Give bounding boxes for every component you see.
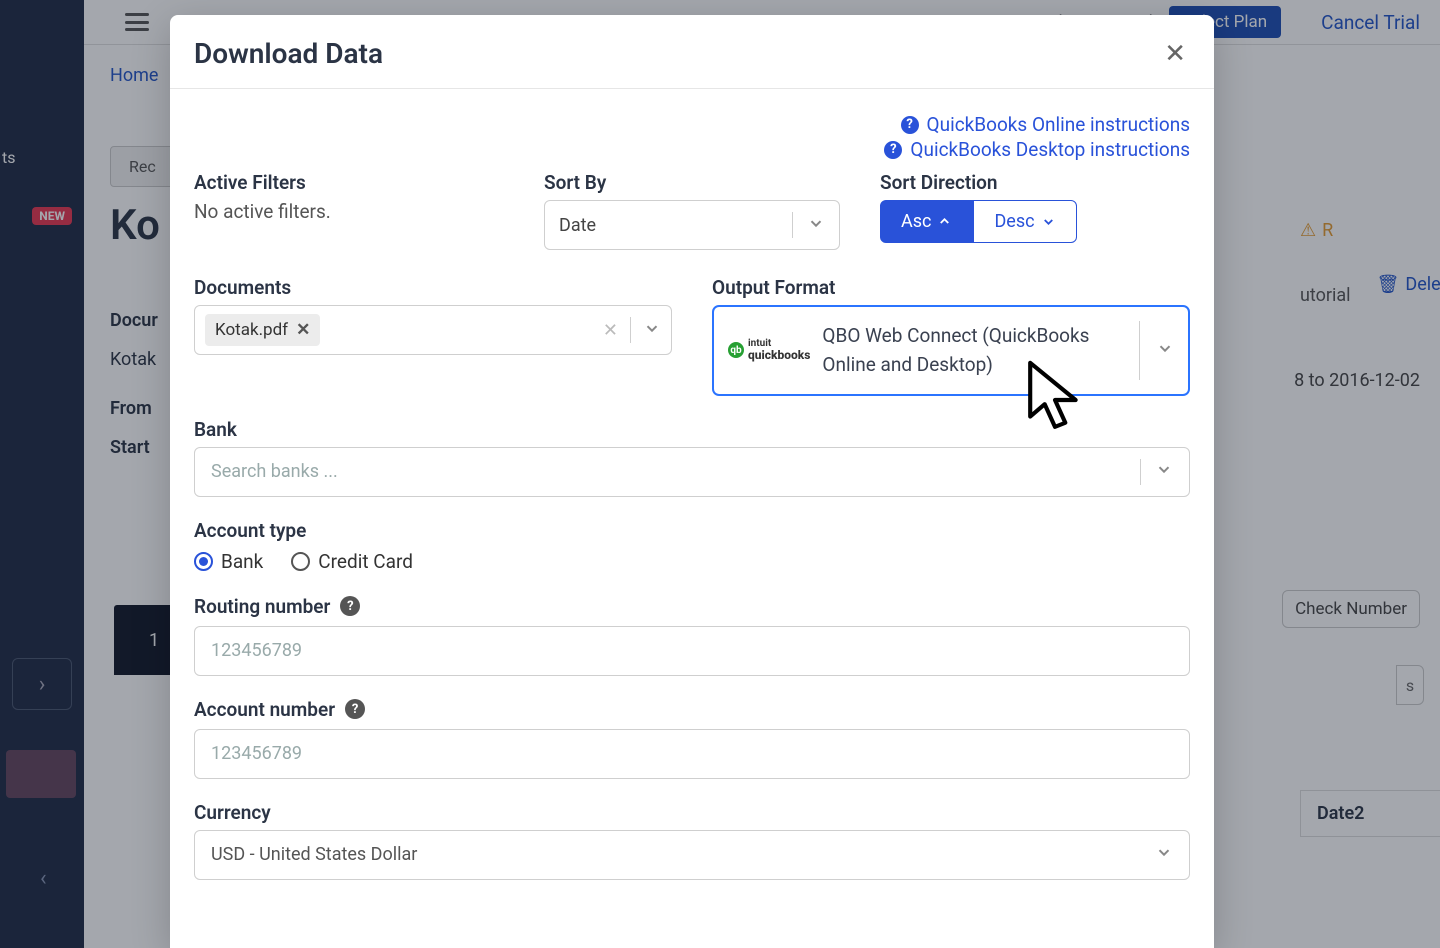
divider bbox=[630, 317, 631, 343]
help-icon[interactable]: ? bbox=[345, 699, 365, 719]
account-number-label: Account number bbox=[194, 698, 335, 721]
chevron-down-icon bbox=[1156, 339, 1174, 361]
currency-select[interactable]: USD - United States Dollar bbox=[194, 830, 1190, 880]
link-text: QuickBooks Online instructions bbox=[927, 113, 1190, 136]
sort-by-value: Date bbox=[559, 215, 596, 236]
active-filters-value: No active filters. bbox=[194, 200, 504, 223]
radio-label: Credit Card bbox=[318, 550, 413, 573]
sort-by-select[interactable]: Date bbox=[544, 200, 840, 250]
modal-title: Download Data bbox=[194, 37, 383, 70]
account-type-radio-group: Bank Credit Card bbox=[194, 550, 1190, 573]
routing-number-label: Routing number bbox=[194, 595, 330, 618]
close-icon[interactable]: ✕ bbox=[1164, 39, 1186, 69]
modal-body: ? QuickBooks Online instructions ? QuickBo… bbox=[170, 89, 1214, 890]
qbo-online-instructions-link[interactable]: ? QuickBooks Online instructions bbox=[901, 113, 1190, 136]
sort-asc-button[interactable]: Asc bbox=[880, 200, 973, 243]
chevron-down-icon bbox=[1041, 214, 1056, 229]
bank-placeholder: Search banks ... bbox=[211, 461, 338, 482]
bank-label: Bank bbox=[194, 418, 1190, 441]
account-number-input[interactable] bbox=[194, 729, 1190, 779]
download-data-modal: Download Data ✕ ? QuickBooks Online instr… bbox=[170, 15, 1214, 948]
currency-label: Currency bbox=[194, 801, 1190, 824]
active-filters-label: Active Filters bbox=[194, 171, 504, 194]
radio-label: Bank bbox=[221, 550, 263, 573]
radio-icon bbox=[194, 552, 213, 571]
quickbooks-logo-icon: qb intuit quickbooks bbox=[728, 339, 810, 361]
chip-remove-icon[interactable]: ✕ bbox=[296, 320, 310, 340]
help-icon: ? bbox=[884, 141, 902, 159]
help-links: ? QuickBooks Online instructions ? QuickBo… bbox=[194, 113, 1190, 163]
account-type-label: Account type bbox=[194, 519, 1190, 542]
chevron-up-icon bbox=[937, 214, 952, 229]
output-format-value: QBO Web Connect (QuickBooks Online and D… bbox=[822, 321, 1123, 380]
output-format-select[interactable]: qb intuit quickbooks QBO Web Connect (Qu… bbox=[712, 305, 1190, 396]
output-format-label: Output Format bbox=[712, 276, 1190, 299]
sort-desc-button[interactable]: Desc bbox=[973, 200, 1076, 243]
modal-header: Download Data ✕ bbox=[170, 15, 1214, 89]
radio-bank[interactable]: Bank bbox=[194, 550, 263, 573]
document-chip: Kotak.pdf ✕ bbox=[205, 314, 320, 346]
chevron-down-icon bbox=[807, 214, 825, 237]
bank-select[interactable]: Search banks ... bbox=[194, 447, 1190, 497]
sort-direction-label: Sort Direction bbox=[880, 171, 1190, 194]
qbo-desktop-instructions-link[interactable]: ? QuickBooks Desktop instructions bbox=[884, 138, 1190, 161]
documents-select[interactable]: Kotak.pdf ✕ ✕ bbox=[194, 305, 672, 355]
divider bbox=[1140, 459, 1141, 485]
desc-label: Desc bbox=[994, 211, 1034, 232]
chip-label: Kotak.pdf bbox=[215, 320, 288, 340]
link-text: QuickBooks Desktop instructions bbox=[910, 138, 1190, 161]
radio-icon bbox=[291, 552, 310, 571]
help-icon: ? bbox=[901, 116, 919, 134]
documents-label: Documents bbox=[194, 276, 672, 299]
sort-by-label: Sort By bbox=[544, 171, 840, 194]
help-icon[interactable]: ? bbox=[340, 596, 360, 616]
radio-credit-card[interactable]: Credit Card bbox=[291, 550, 413, 573]
divider bbox=[792, 212, 793, 238]
clear-all-icon[interactable]: ✕ bbox=[603, 320, 618, 341]
divider bbox=[1139, 321, 1140, 380]
chevron-down-icon bbox=[1155, 843, 1173, 866]
currency-value: USD - United States Dollar bbox=[211, 844, 417, 865]
asc-label: Asc bbox=[901, 211, 931, 232]
routing-number-input[interactable] bbox=[194, 626, 1190, 676]
chevron-down-icon bbox=[1155, 460, 1173, 483]
sort-direction-toggle: Asc Desc bbox=[880, 200, 1190, 243]
chevron-down-icon bbox=[643, 319, 661, 341]
